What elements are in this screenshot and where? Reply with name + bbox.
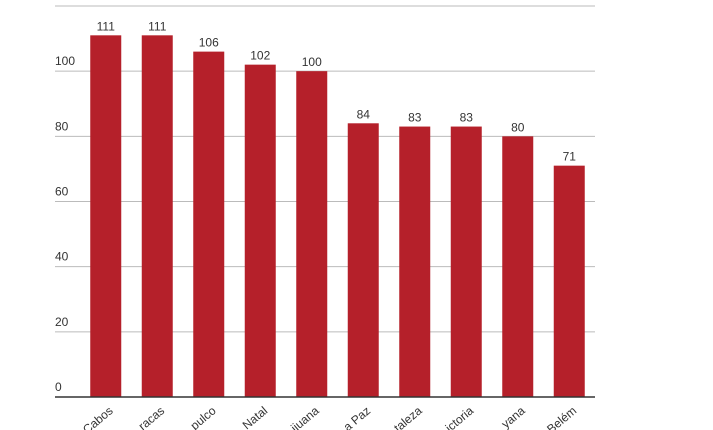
bar bbox=[347, 123, 379, 398]
value-label: 106 bbox=[199, 36, 219, 50]
bar bbox=[553, 165, 585, 397]
value-label: 100 bbox=[302, 55, 322, 69]
bar bbox=[450, 126, 482, 397]
x-tick-label: racas bbox=[136, 404, 167, 430]
value-label: 84 bbox=[357, 107, 371, 121]
value-label: 83 bbox=[408, 111, 422, 125]
bar bbox=[141, 35, 173, 397]
y-tick-label: 80 bbox=[55, 119, 69, 133]
value-label: 111 bbox=[148, 19, 167, 33]
y-tick-label: 100 bbox=[55, 54, 75, 68]
x-tick-label: taleza bbox=[391, 403, 425, 430]
x-tick-label: pulco bbox=[188, 403, 219, 430]
bar bbox=[296, 71, 328, 398]
value-label: 83 bbox=[460, 111, 474, 125]
value-label: 80 bbox=[511, 120, 525, 134]
y-tick-label: 40 bbox=[55, 250, 69, 264]
bar bbox=[244, 64, 276, 398]
y-tick-label: 0 bbox=[55, 380, 62, 394]
bar bbox=[90, 35, 122, 397]
x-tick-label: Belém bbox=[544, 404, 579, 430]
bar bbox=[193, 51, 225, 397]
x-tick-label: Natal bbox=[240, 404, 270, 430]
y-tick-label: 20 bbox=[55, 315, 69, 329]
x-tick-label: ijuana bbox=[288, 403, 322, 430]
x-tick-label: a Paz bbox=[341, 404, 374, 430]
bar bbox=[399, 126, 431, 397]
value-label: 111 bbox=[97, 19, 116, 33]
x-tick-label: Cabos bbox=[80, 404, 116, 430]
value-label: 71 bbox=[563, 150, 577, 164]
bar bbox=[502, 136, 534, 398]
y-tick-label: 60 bbox=[55, 185, 69, 199]
x-tick-label: ictoria bbox=[443, 403, 477, 430]
value-label: 102 bbox=[250, 49, 270, 63]
y-tick-label: 120 bbox=[55, 0, 75, 3]
x-tick-label: yana bbox=[499, 403, 528, 430]
